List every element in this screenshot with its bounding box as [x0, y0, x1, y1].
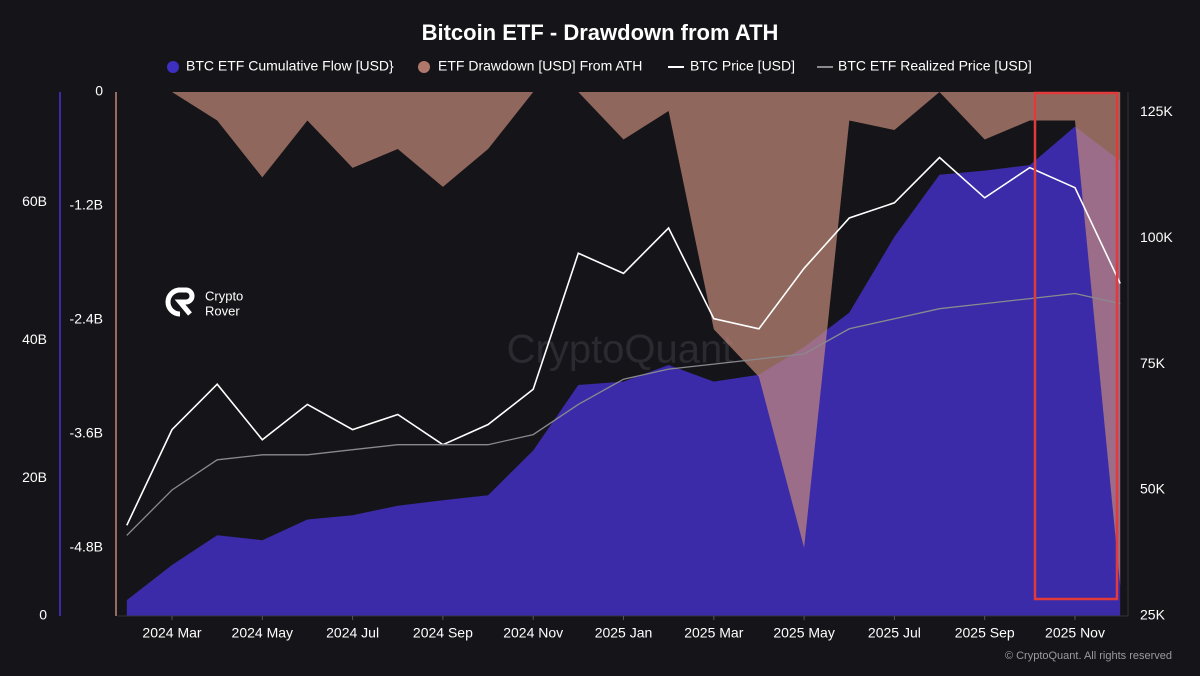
area: [126, 126, 1121, 616]
y3-tick-label: 100K: [1140, 229, 1173, 245]
line: [126, 156, 1121, 526]
x-tick-label: 2024 Nov: [503, 625, 563, 641]
x-tick-label: 2025 May: [773, 625, 834, 641]
x-tick-label: 2024 Jul: [326, 625, 379, 641]
y2-tick-label: -3.6B: [70, 424, 103, 440]
y-tick-label: 40B: [22, 331, 47, 347]
line: [126, 292, 1121, 536]
legend-label: BTC ETF Realized Price [USD]: [838, 58, 1032, 74]
x-tick-label: 2025 Sep: [955, 625, 1015, 641]
logo-icon: [165, 287, 181, 317]
x-tick-label: 2024 Mar: [142, 625, 201, 641]
logo-text: Crypto: [205, 288, 243, 303]
y3-tick-label: 125K: [1140, 103, 1173, 119]
x-tick-label: 2025 Nov: [1045, 625, 1105, 641]
highlight-box: [1033, 91, 1119, 601]
logo-icon: [174, 287, 195, 316]
legend-swatch: [418, 61, 430, 73]
watermark: CryptoQuant: [507, 328, 734, 372]
y-tick-label: 20B: [22, 469, 47, 485]
x-tick-label: 2025 Jul: [868, 625, 921, 641]
x-tick-label: 2025 Jan: [595, 625, 653, 641]
y3-tick-label: 75K: [1140, 355, 1166, 371]
y-tick-label: 0: [39, 607, 47, 623]
legend-label: BTC Price [USD]: [690, 58, 795, 74]
y3-tick-label: 25K: [1140, 607, 1166, 623]
y2-tick-label: -4.8B: [70, 538, 103, 554]
chart-title: Bitcoin ETF - Drawdown from ATH: [422, 20, 779, 45]
legend-label: ETF Drawdown [USD] From ATH: [438, 58, 642, 74]
y2-tick-label: 0: [95, 83, 103, 99]
logo-text: Rover: [205, 303, 240, 318]
y3-tick-label: 50K: [1140, 481, 1166, 497]
copyright: © CryptoQuant. All rights reserved: [1005, 650, 1172, 662]
y-tick-label: 60B: [22, 193, 47, 209]
y2-tick-label: -1.2B: [70, 197, 103, 213]
plot-area: [126, 92, 1121, 616]
x-tick-label: 2024 May: [232, 625, 293, 641]
legend-swatch: [167, 61, 179, 73]
x-tick-label: 2025 Mar: [684, 625, 743, 641]
legend-label: BTC ETF Cumulative Flow [USD}: [186, 58, 394, 74]
y2-tick-label: -2.4B: [70, 311, 103, 327]
x-tick-label: 2024 Sep: [413, 625, 473, 641]
logo: Crypto Rover: [165, 287, 243, 318]
